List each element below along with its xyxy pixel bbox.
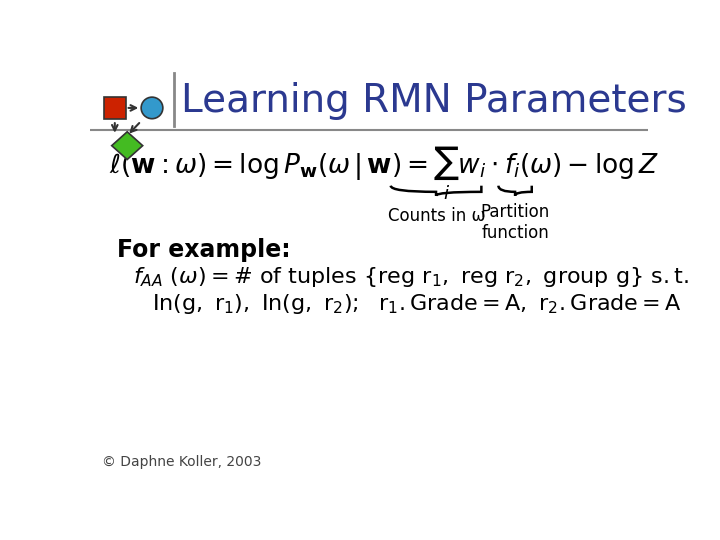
Text: Counts in ω: Counts in ω xyxy=(387,207,485,225)
Text: Partition
function: Partition function xyxy=(481,204,550,242)
Text: Learning RMN Parameters: Learning RMN Parameters xyxy=(181,82,687,120)
Text: © Daphne Koller, 2003: © Daphne Koller, 2003 xyxy=(102,455,261,469)
Polygon shape xyxy=(112,132,143,159)
Text: $\ell(\mathbf{w}:\omega) = \log P_\mathbf{w}(\omega\,|\,\mathbf{w}) = \sum_i w_i: $\ell(\mathbf{w}:\omega) = \log P_\mathb… xyxy=(109,144,660,201)
Text: For example:: For example: xyxy=(117,238,291,261)
Circle shape xyxy=(141,97,163,119)
Bar xyxy=(104,97,126,119)
Text: $f_{AA}\ (\omega) = \#\ \mathrm{of\ tuples\ \{reg\ r_1,\ reg\ r_2,\ group\ g\}\ : $f_{AA}\ (\omega) = \#\ \mathrm{of\ tupl… xyxy=(132,265,689,288)
Text: $\mathrm{In(g,\ r_1),\ In(g,\ r_2);\ \ r_1.Grade{=}A,\ r_2.Grade{=}A}$: $\mathrm{In(g,\ r_1),\ In(g,\ r_2);\ \ r… xyxy=(152,292,682,315)
